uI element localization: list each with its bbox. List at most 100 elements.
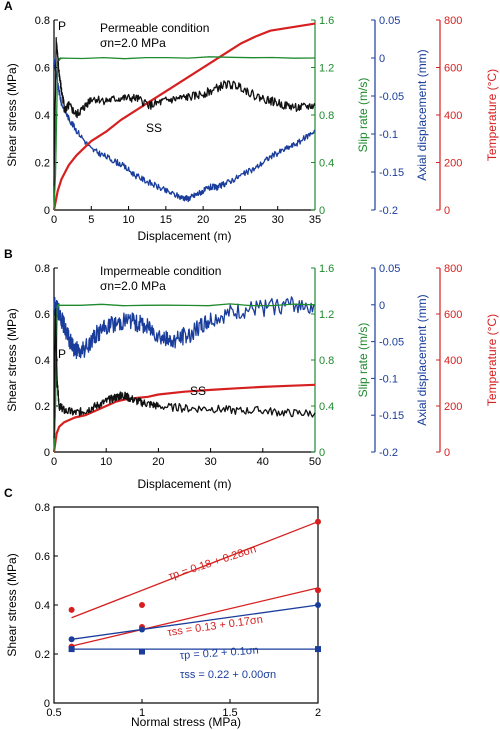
shear-tick-label: 0.6: [35, 309, 50, 321]
x-tick-label: 2: [315, 707, 321, 719]
panel-c: C 0.5 1 1.5 2 0 0.2 0.4 0.6 0.8 Normal stress (MPa…: [4, 486, 321, 729]
x-axis-label: Displacement (m): [137, 477, 231, 491]
x-tick-label: 10: [100, 456, 112, 468]
condition-annotation: Impermeable condition: [100, 264, 221, 278]
steady-state-label: SS: [146, 121, 162, 135]
slip-tick-label: 0.4: [319, 158, 334, 170]
panel-a: A 0 0.2 0.4 0.6 0.8 Shear stress (MPa) 0 5 10 15 20…: [4, 0, 499, 243]
axial-tick-label: -0.1: [379, 129, 398, 141]
x-tick-label: 5: [88, 214, 94, 226]
shear-tick-label: 0: [44, 447, 50, 459]
data-point-square: [68, 646, 75, 653]
axial-axis-label: Axial displacement (mm): [415, 49, 429, 180]
data-point-circle: [139, 602, 145, 608]
temp-tick-label: 400: [444, 110, 462, 122]
normal-stress-annotation: σn=2.0 MPa: [100, 36, 166, 50]
data-point-circle: [68, 606, 75, 613]
y-tick-label: 0.4: [35, 600, 50, 612]
data-point-circle: [315, 602, 321, 608]
y-tick-label: 0.2: [35, 649, 50, 661]
x-axis-label: Normal stress (MPa): [131, 715, 241, 729]
x-tick-label: 0: [51, 456, 57, 468]
shear-tick-label: 0.8: [35, 15, 50, 27]
temp-tick-label: 200: [444, 401, 462, 413]
panel-letter: B: [4, 247, 13, 261]
axial-tick-label: -0.2: [379, 447, 398, 459]
slip-tick-label: 1.6: [319, 15, 334, 27]
x-tick-label: 0.5: [46, 707, 61, 719]
temp-tick-label: 600: [444, 309, 462, 321]
x-tick-label: 0: [51, 214, 57, 226]
shear-axis-label: Shear stress (MPa): [5, 63, 19, 166]
temp-tick-label: 0: [444, 205, 450, 217]
temp-tick-label: 200: [444, 158, 462, 170]
peak-label: P: [58, 19, 66, 33]
temp-tick-label: 800: [444, 263, 462, 275]
y-axis-label: Shear stress (MPa): [5, 553, 19, 656]
shear-series-line: [53, 308, 316, 439]
data-point-circle: [315, 518, 321, 525]
temp-axis-label: Temperature (°C): [485, 314, 499, 406]
shear-tick-label: 0.6: [35, 63, 50, 75]
shear-tick-label: 0.4: [35, 110, 50, 122]
axial-series-line: [53, 57, 316, 203]
data-point-circle: [139, 626, 145, 633]
axial-tick-label: 0.05: [379, 15, 400, 27]
normal-stress-annotation: σn=2.0 MPa: [100, 279, 166, 293]
temp-series-line: [52, 383, 316, 453]
axial-tick-label: -0.15: [379, 410, 404, 422]
slip-tick-label: 0.4: [319, 401, 334, 413]
temp-tick-label: 600: [444, 63, 462, 75]
x-tick-label: 1.5: [222, 707, 237, 719]
data-point-circle: [315, 587, 321, 594]
x-tick-label: 25: [234, 214, 246, 226]
slip-tick-label: 0: [319, 447, 325, 459]
x-tick-label: 10: [122, 214, 134, 226]
fit-equation-label: τp = 0.18 + 0.28σn: [167, 543, 258, 583]
axial-axis-label: Axial displacement (mm): [415, 294, 429, 425]
temp-tick-label: 400: [444, 355, 462, 367]
x-tick-label: 35: [309, 214, 321, 226]
slip-tick-label: 0.8: [319, 110, 334, 122]
fit-equation-label: τp = 0.2 + 0.1σn: [179, 645, 259, 662]
y-tick-label: 0.6: [35, 551, 50, 563]
slip-axis-label: Slip rate (m/s): [356, 78, 370, 153]
axial-tick-label: -0.05: [379, 337, 404, 349]
x-tick-label: 1: [139, 707, 145, 719]
x-tick-label: 20: [152, 456, 164, 468]
axial-tick-label: -0.2: [379, 205, 398, 217]
slip-tick-label: 1.6: [319, 263, 334, 275]
x-axis-label: Displacement (m): [137, 229, 231, 243]
shear-tick-label: 0.4: [35, 355, 50, 367]
slip-series-line: [53, 303, 316, 452]
fit-line: [71, 587, 319, 647]
axial-series-line: [53, 296, 316, 360]
y-tick-label: 0: [44, 698, 50, 710]
fit-equation-label: τss = 0.13 + 0.17σn: [167, 614, 264, 639]
temp-axis-label: Temperature (°C): [485, 69, 499, 161]
shear-tick-label: 0.8: [35, 263, 50, 275]
axial-tick-label: -0.1: [379, 373, 398, 385]
y-tick-label: 0.8: [35, 502, 50, 514]
data-point-square: [139, 648, 145, 655]
panel-letter: C: [4, 486, 13, 500]
shear-series-line: [53, 36, 316, 187]
x-tick-label: 50: [309, 456, 321, 468]
axial-tick-label: 0: [379, 53, 385, 65]
x-tick-label: 20: [197, 214, 209, 226]
slip-tick-label: 1.2: [319, 63, 334, 75]
x-tick-label: 40: [257, 456, 269, 468]
x-tick-label: 30: [204, 456, 216, 468]
data-point-square: [315, 646, 321, 653]
slip-tick-label: 0: [319, 205, 325, 217]
fit-line: [71, 521, 319, 619]
axial-tick-label: 0: [379, 300, 385, 312]
temp-tick-label: 800: [444, 15, 462, 27]
data-point-circle: [68, 636, 75, 643]
shear-axis-label: Shear stress (MPa): [5, 308, 19, 411]
shear-tick-label: 0: [44, 205, 50, 217]
panel-b: B 0 0.2 0.4 0.6 0.8 Shear stress (MPa) 0 10 20 30 4…: [4, 247, 499, 491]
fit-line: [71, 604, 319, 640]
temp-series-line: [52, 22, 316, 211]
